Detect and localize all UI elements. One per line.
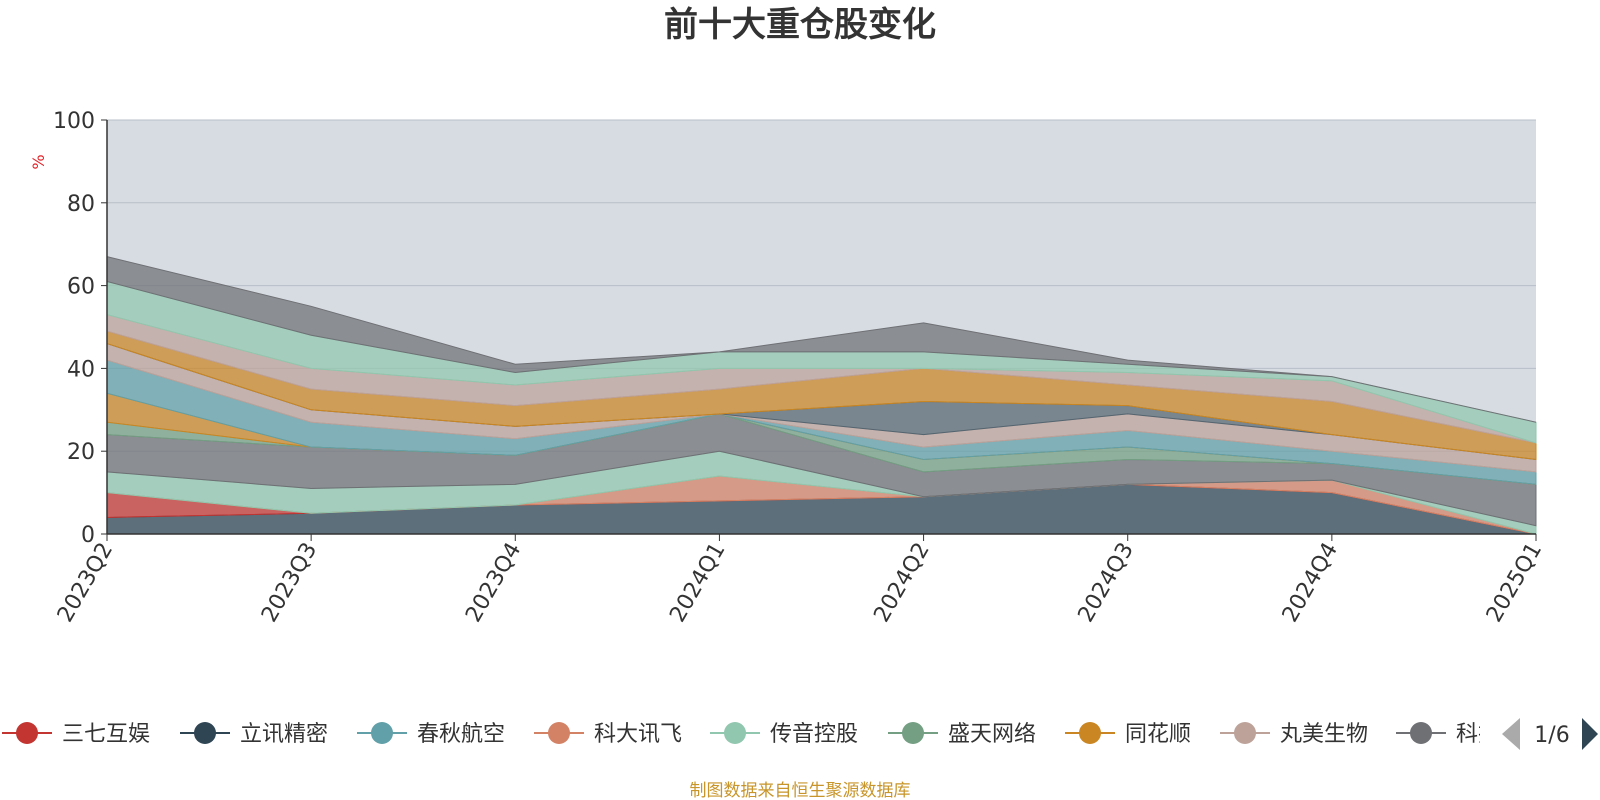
legend-item[interactable]: 同花顺 xyxy=(1065,722,1191,747)
legend: 三七互娱 立讯精密 春秋航空 科大讯飞 传音控股 盛天网络 同花顺 丸美生物 科技 1/6 xyxy=(2,718,1598,750)
legend-marker xyxy=(371,722,393,744)
x-tick-label: 2025Q1 xyxy=(1482,539,1547,627)
x-tick-label: 2023Q4 xyxy=(461,539,526,627)
y-tick-label: 20 xyxy=(67,440,95,465)
area-series xyxy=(106,255,1537,535)
x-tick-label: 2024Q3 xyxy=(1074,539,1139,627)
legend-label: 丸美生物 xyxy=(1280,722,1368,747)
legend-prev-arrow-icon[interactable] xyxy=(1502,718,1520,750)
legend-item[interactable]: 立讯精密 xyxy=(180,722,328,747)
legend-item[interactable]: 传音控股 xyxy=(710,722,858,747)
legend-label: 同花顺 xyxy=(1125,722,1191,747)
area-科技股 xyxy=(106,255,1537,423)
legend-label: 盛天网络 xyxy=(948,722,1036,747)
legend-label: 传音控股 xyxy=(770,722,858,747)
legend-marker xyxy=(724,722,746,744)
legend-item[interactable]: 科大讯飞 xyxy=(534,722,682,747)
y-tick-label: 0 xyxy=(81,523,95,548)
legend-items: 三七互娱 立讯精密 春秋航空 科大讯飞 传音控股 盛天网络 同花顺 丸美生物 科技 xyxy=(2,722,1500,747)
legend-item[interactable]: 三七互娱 xyxy=(2,722,150,747)
x-tick-label: 2024Q2 xyxy=(869,539,934,627)
legend-label: 科大讯飞 xyxy=(594,722,682,747)
chart-title: 前十大重仓股变化 xyxy=(664,5,936,45)
x-tick-label: 2023Q3 xyxy=(257,539,322,627)
legend-item[interactable]: 盛天网络 xyxy=(888,722,1036,747)
x-tick-label: 2024Q4 xyxy=(1278,539,1343,627)
y-tick-label: 40 xyxy=(67,357,95,382)
legend-page-indicator: 1/6 xyxy=(1534,723,1569,748)
legend-marker xyxy=(194,722,216,744)
legend-item[interactable]: 丸美生物 xyxy=(1220,722,1368,747)
legend-label: 立讯精密 xyxy=(240,722,328,747)
legend-marker xyxy=(902,722,924,744)
y-tick-label: 60 xyxy=(67,275,95,300)
legend-marker xyxy=(16,722,38,744)
y-tick-label: 80 xyxy=(67,192,95,217)
legend-label: 春秋航空 xyxy=(417,722,505,747)
legend-marker xyxy=(1410,722,1432,744)
y-axis-label: % xyxy=(29,154,48,169)
data-source-footer: 制图数据来自恒生聚源数据库 xyxy=(690,781,911,800)
legend-item[interactable]: 科技 xyxy=(1396,722,1500,747)
x-tick-label: 2023Q2 xyxy=(53,539,118,627)
legend-marker xyxy=(1079,722,1101,744)
legend-marker xyxy=(1234,722,1256,744)
legend-label: 三七互娱 xyxy=(62,722,150,747)
legend-item[interactable]: 春秋航空 xyxy=(357,722,505,747)
legend-marker xyxy=(548,722,570,744)
legend-label: 科技 xyxy=(1456,722,1500,747)
y-tick-label: 100 xyxy=(53,109,95,134)
legend-next-arrow-icon[interactable] xyxy=(1582,718,1598,750)
x-tick-label: 2024Q1 xyxy=(665,539,730,627)
